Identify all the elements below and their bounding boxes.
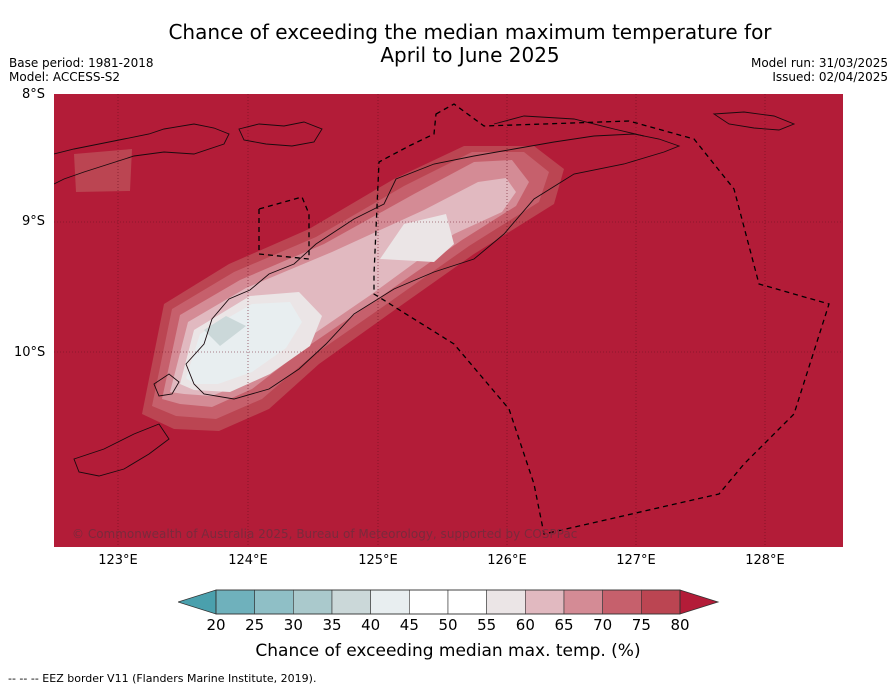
colorbar-segment	[370, 589, 410, 615]
eez-legend-note: -- -- -- EEZ border V11 (Flanders Marine…	[8, 672, 317, 685]
colorbar-segment	[525, 589, 565, 615]
coastline-wetar	[493, 115, 645, 137]
colorbar-frame	[215, 589, 681, 615]
colorbar-tick-label: 60	[515, 616, 535, 634]
lat-label-10s: 10°S	[14, 345, 46, 360]
title-line-2: April to June 2025	[380, 43, 560, 67]
colorbar-segment	[409, 589, 449, 615]
eez-border-west	[258, 196, 310, 260]
colorbar-extend-high	[679, 589, 720, 615]
lon-label-127e: 127°E	[616, 553, 656, 568]
model-name: Model: ACCESS-S2	[9, 70, 121, 84]
colorbar-tick-label: 70	[593, 616, 613, 634]
coastline-northern-islands	[712, 111, 796, 131]
lat-label-9s: 9°S	[22, 214, 46, 229]
coastline-timor	[185, 133, 681, 400]
coastline-flores	[54, 123, 230, 185]
model-run: Model run: 31/03/2025	[750, 56, 888, 70]
colorbar-label: Chance of exceeding median max. temp. (%…	[255, 641, 641, 661]
colorbar-tick-label: 20	[206, 616, 226, 634]
coastline-alor	[238, 121, 323, 147]
colorbar-tick-label: 50	[438, 616, 458, 634]
base-period: Base period: 1981-2018	[9, 56, 154, 70]
colorbar-segment	[215, 589, 255, 615]
colorbar-tick-label: 25	[245, 616, 265, 634]
colorbar	[178, 589, 720, 615]
coastline-sumba	[73, 423, 170, 477]
probability-contours	[74, 146, 564, 431]
colorbar-segment	[331, 589, 371, 615]
colorbar-extend-low	[178, 589, 217, 615]
lon-label-124e: 124°E	[228, 553, 268, 568]
colorbar-tick-label: 80	[670, 616, 690, 634]
graticule	[54, 94, 843, 547]
colorbar-segment	[254, 589, 294, 615]
colorbar-tick-label: 55	[477, 616, 497, 634]
coastline-rote	[153, 373, 180, 397]
colorbar-segment	[486, 589, 526, 615]
colorbar-tick-label: 75	[631, 616, 651, 634]
colorbar-segment	[641, 589, 681, 615]
colorbar-segment	[447, 589, 487, 615]
issued-date: Issued: 02/04/2025	[772, 70, 888, 84]
lat-label-8s: 8°S	[22, 87, 46, 102]
coastlines	[54, 111, 796, 477]
colorbar-segments	[178, 589, 720, 615]
colorbar-segment	[602, 589, 642, 615]
eez-border	[258, 103, 830, 535]
colorbar-tick-label: 65	[554, 616, 574, 634]
colorbar-segment	[563, 589, 603, 615]
forecast-map: © Commonwealth of Australia 2025, Bureau…	[54, 94, 843, 547]
colorbar-tick-label: 40	[361, 616, 381, 634]
eez-border-line	[373, 103, 830, 535]
title-line-1: Chance of exceeding the median maximum t…	[168, 20, 772, 44]
colorbar-tick-label: 35	[322, 616, 342, 634]
map-credit: © Commonwealth of Australia 2025, Bureau…	[72, 527, 577, 541]
colorbar-tick-label: 30	[283, 616, 303, 634]
colorbar-tick-label: 45	[399, 616, 419, 634]
lon-label-123e: 123°E	[98, 553, 138, 568]
colorbar-segment	[293, 589, 333, 615]
lon-label-125e: 125°E	[358, 553, 398, 568]
lon-label-128e: 128°E	[745, 553, 785, 568]
lon-label-126e: 126°E	[487, 553, 527, 568]
